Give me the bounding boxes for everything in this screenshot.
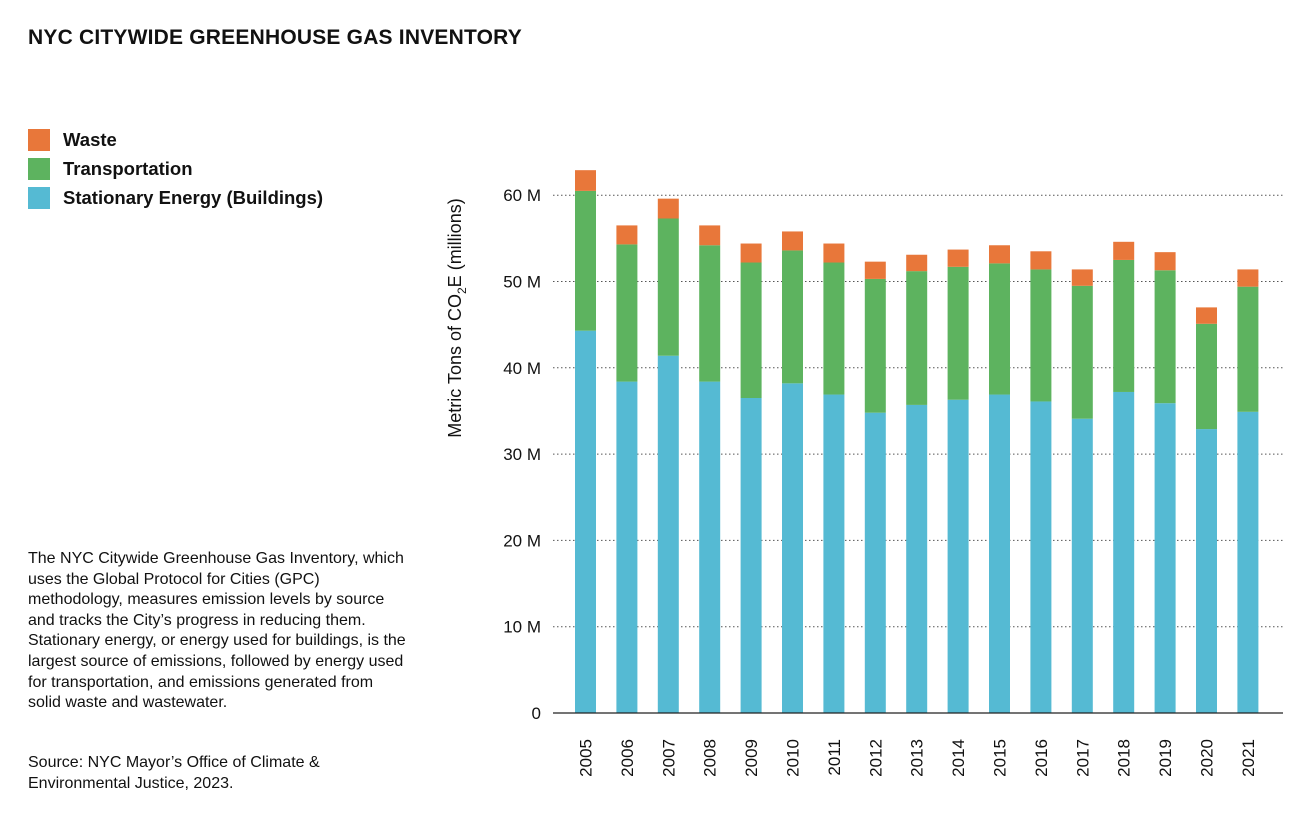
bar-segment-waste-2017 [1071,269,1093,286]
y-tick-label: 30 M [503,445,541,464]
bar-segment-stationary-energy-buildings-2011 [823,394,845,713]
x-tick-label: 2019 [1156,739,1175,777]
x-tick-label: 2008 [701,739,720,777]
bar-segment-transportation-2016 [1030,269,1052,402]
bar-segment-waste-2015 [989,245,1010,264]
y-axis-title: Metric Tons of CO2E (millions) [445,198,469,437]
bar-segment-waste-2012 [864,261,886,279]
bar-segment-transportation-2015 [989,263,1010,395]
bar-segment-waste-2021 [1237,269,1259,287]
bar-segment-stationary-energy-buildings-2021 [1237,411,1259,713]
legend-item-waste: Waste [28,125,323,154]
bar-segment-transportation-2008 [699,245,721,382]
bar-segment-waste-2011 [823,243,845,263]
legend-label-transportation: Transportation [63,157,193,179]
bar-segment-transportation-2018 [1113,259,1135,392]
x-tick-label: 2010 [784,739,803,777]
x-tick-label: 2011 [825,739,844,776]
bar-segment-stationary-energy-buildings-2012 [864,412,886,713]
bar-segment-stationary-energy-buildings-2006 [616,381,638,713]
x-tick-label: 2012 [866,739,885,777]
y-axis-title-subscript: 2 [455,287,469,294]
y-tick-label: 40 M [503,359,541,378]
legend-label-stationary-energy: Stationary Energy (Buildings) [63,186,324,208]
bar-segment-waste-2010 [782,231,803,251]
y-axis-title-suffix: E (millions) [445,198,465,287]
bar-segment-transportation-2017 [1071,285,1093,419]
bar-segment-stationary-energy-buildings-2013 [906,404,928,713]
legend-item-transportation: Transportation [28,154,323,183]
x-tick-label: 2005 [577,739,596,777]
legend-label-waste: Waste [63,128,117,150]
source-note: Source: NYC Mayor’s Office of Climate & … [28,754,320,792]
chart-description: The NYC Citywide Greenhouse Gas Inventor… [28,550,406,712]
bar-segment-waste-2005 [575,170,596,191]
chart-title: NYC CITYWIDE GREENHOUSE GAS INVENTORY [28,26,522,49]
y-tick-label: 0 [532,704,541,723]
x-tick-label: 2006 [618,739,637,777]
bar-segment-stationary-energy-buildings-2016 [1030,401,1052,713]
bar-segment-waste-2006 [616,225,638,245]
x-tick-label: 2020 [1198,739,1217,777]
bar-segment-transportation-2007 [657,218,679,356]
y-tick-label: 20 M [503,531,541,550]
bar-segment-stationary-energy-buildings-2005 [575,330,596,713]
x-tick-label: 2016 [1032,739,1051,777]
bar-segment-stationary-energy-buildings-2020 [1196,429,1217,713]
bar-segment-transportation-2012 [864,278,886,413]
legend-swatch-waste [28,128,50,151]
bar-segment-stationary-energy-buildings-2017 [1071,418,1093,713]
y-tick-label: 60 M [503,186,541,205]
y-tick-labels: 0 10 M 20 M 30 M 40 M 50 M 60 M [503,186,541,723]
bars [575,170,1259,713]
bar-segment-transportation-2013 [906,271,928,405]
bar-segment-stationary-energy-buildings-2009 [740,398,762,713]
bar-segment-stationary-energy-buildings-2008 [699,381,721,713]
bar-segment-stationary-energy-buildings-2015 [989,394,1010,713]
x-tick-label: 2015 [991,739,1010,777]
bar-segment-waste-2008 [699,225,721,246]
bar-segment-transportation-2019 [1154,270,1176,404]
bar-segment-stationary-energy-buildings-2019 [1154,403,1176,713]
legend-item-stationary-energy: Stationary Energy (Buildings) [28,183,323,212]
bar-segment-waste-2018 [1113,241,1135,260]
bar-segment-stationary-energy-buildings-2007 [657,355,679,713]
bar-segment-waste-2007 [657,198,679,219]
bar-segment-waste-2013 [906,254,928,272]
y-axis-title-prefix: Metric Tons of CO [445,294,465,438]
bar-segment-waste-2019 [1154,252,1176,271]
bar-segment-transportation-2011 [823,262,845,395]
bar-segment-waste-2014 [947,249,969,267]
bar-segment-transportation-2006 [616,244,638,382]
bar-segment-transportation-2010 [782,250,803,384]
bar-segment-transportation-2014 [947,266,969,400]
legend: Waste Transportation Stationary Energy (… [28,125,323,212]
bar-segment-transportation-2005 [575,190,596,331]
bar-segment-transportation-2021 [1237,286,1259,412]
x-tick-label: 2013 [908,739,927,777]
bar-segment-waste-2009 [740,243,762,263]
x-tick-label: 2007 [659,739,678,777]
bar-segment-waste-2020 [1196,307,1217,324]
legend-swatch-stationary-energy [28,186,50,209]
bar-segment-stationary-energy-buildings-2010 [782,383,803,713]
x-tick-label: 2018 [1115,739,1134,777]
bar-segment-stationary-energy-buildings-2018 [1113,391,1135,713]
x-tick-label: 2009 [742,739,761,777]
y-tick-label: 10 M [503,618,541,637]
bar-segment-stationary-energy-buildings-2014 [947,399,969,713]
bar-segment-transportation-2009 [740,262,762,399]
x-tick-label: 2017 [1073,739,1092,777]
legend-swatch-transportation [28,157,50,180]
x-tick-labels: 2005 2006 2007 2008 2009 2010 2011 2012 2013 2014… [577,739,1258,777]
bar-segment-transportation-2020 [1196,323,1217,430]
bar-segment-waste-2016 [1030,251,1052,270]
y-tick-label: 50 M [503,273,541,292]
x-tick-label: 2021 [1239,739,1258,777]
x-tick-label: 2014 [949,739,968,777]
